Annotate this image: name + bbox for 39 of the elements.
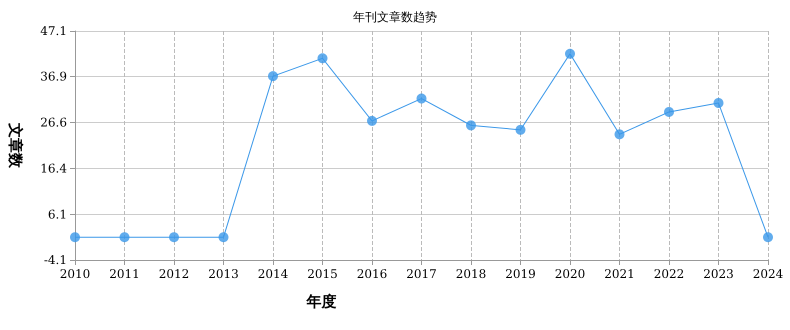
x-tick-label: 2019 [505, 267, 536, 281]
x-tick-label: 2022 [654, 267, 684, 281]
y-tick-label: 47.1 [40, 24, 67, 38]
x-tick-label: 2021 [604, 267, 635, 281]
point [120, 232, 130, 242]
x-tick-label: 2018 [456, 267, 486, 281]
x-axis-title: 年度 [306, 292, 336, 310]
x-tick-label: 2013 [208, 267, 239, 281]
point [367, 116, 377, 126]
y-tick-label: 16.4 [40, 161, 68, 176]
x-tick-label: 2015 [307, 267, 338, 281]
x-tick-label: 2020 [554, 267, 586, 281]
y-tick-label: 6.1 [48, 207, 67, 222]
x-tick-label: 2012 [158, 267, 190, 281]
point [614, 129, 624, 140]
point [169, 232, 179, 242]
point [268, 71, 278, 82]
x-tick-label: 2010 [60, 267, 90, 281]
chart-title: 年刊文章数趋势 [353, 10, 437, 24]
x-tick-label: 2017 [406, 267, 437, 281]
y-axis-title: 文章数 [6, 122, 24, 169]
y-tick-label: 26.6 [40, 116, 67, 130]
y-tick-label: 36.9 [40, 70, 67, 84]
x-tick-label: 2014 [258, 267, 289, 281]
point [565, 48, 575, 59]
point [714, 98, 724, 108]
x-tick-label: 2024 [752, 267, 784, 281]
x-tick-label: 2011 [109, 267, 140, 281]
point [516, 124, 526, 135]
point [466, 120, 476, 130]
point [664, 106, 674, 117]
x-tick-label: 2016 [356, 267, 388, 281]
point [763, 232, 773, 242]
point [70, 232, 80, 242]
point [218, 232, 228, 242]
point [416, 94, 426, 104]
x-tick-label: 2023 [703, 267, 734, 281]
y-tick-label: -4.1 [44, 253, 67, 267]
point [318, 53, 328, 64]
